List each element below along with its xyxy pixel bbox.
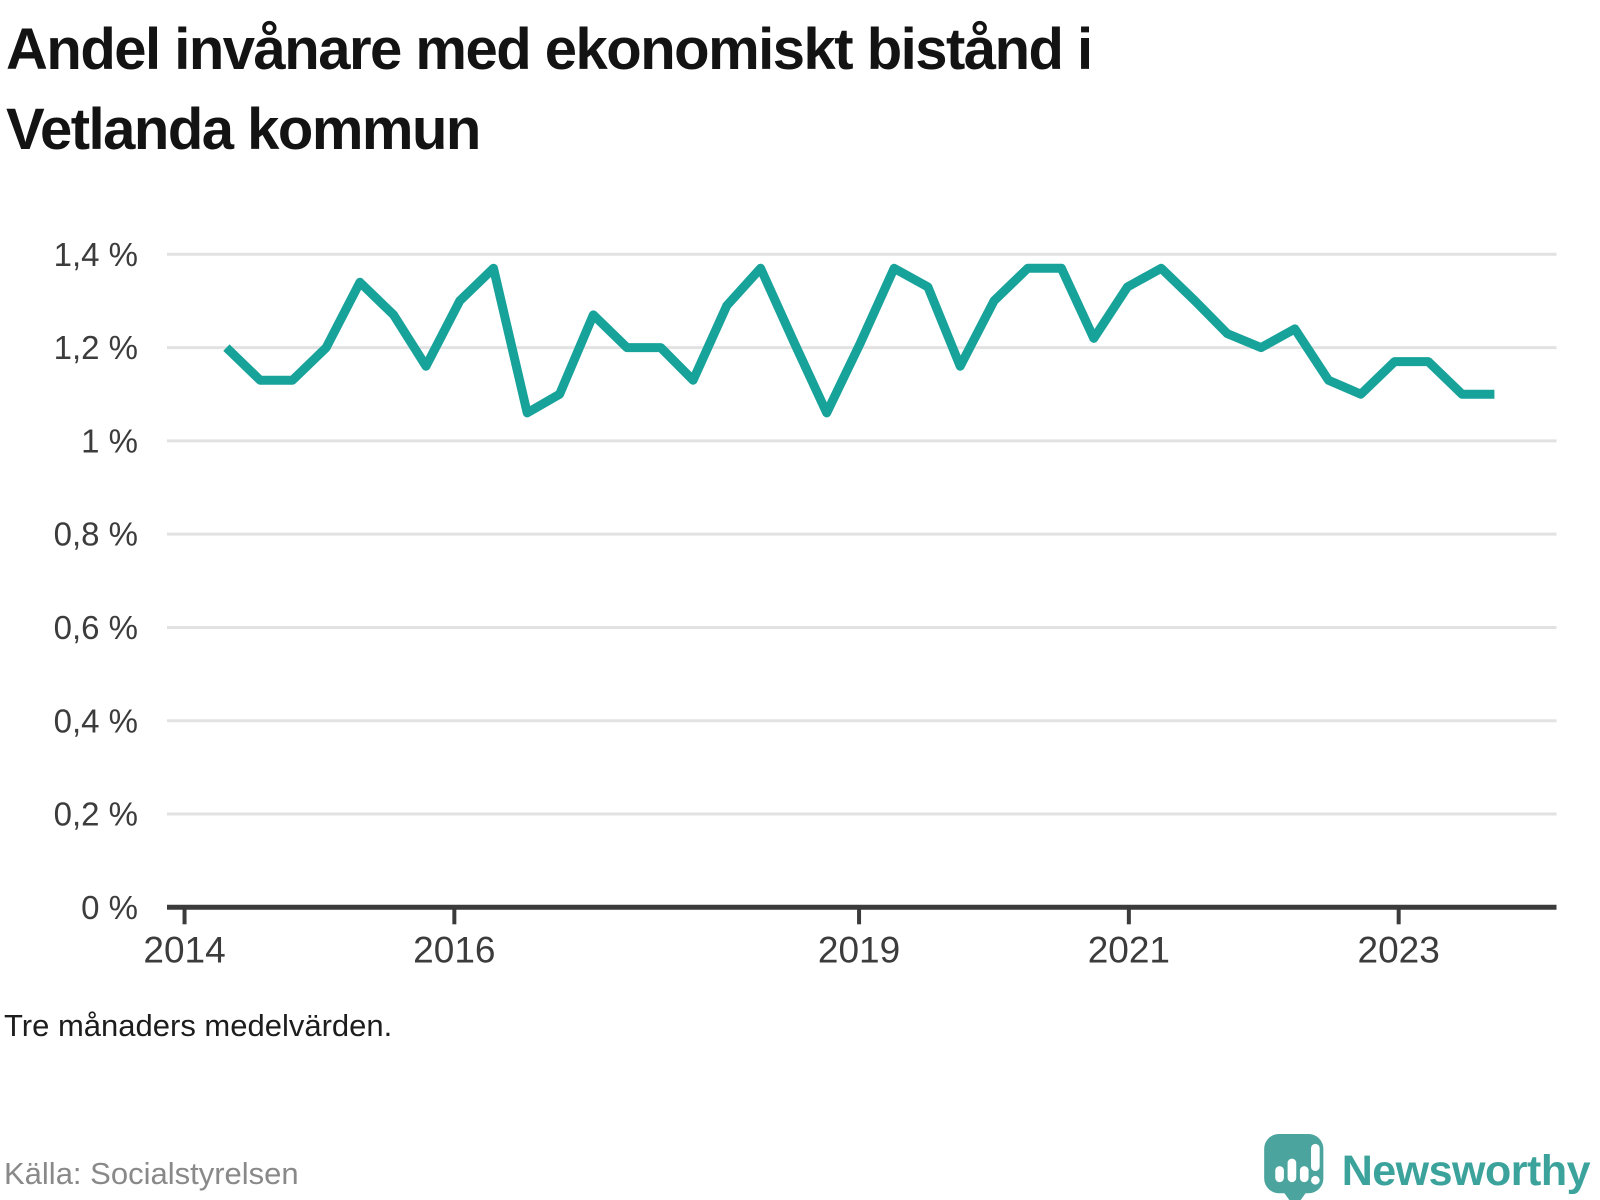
newsworthy-logo-text: Newsworthy: [1341, 1146, 1591, 1195]
page-title: Andel invånare med ekonomiskt bistånd i …: [6, 10, 1093, 170]
page-title-line-1: Andel invånare med ekonomiskt bistånd i: [6, 17, 1093, 82]
data-line: [223, 263, 1495, 418]
y-axis-tick-label: 1,2 %: [54, 329, 138, 366]
y-axis-tick-label: 0,6 %: [54, 609, 138, 646]
x-axis-tick-label: 2016: [413, 929, 495, 970]
x-axis-tick-label: 2019: [818, 929, 900, 970]
y-axis-tick-label: 0,8 %: [54, 516, 138, 553]
newsworthy-logo: Newsworthy: [1263, 1134, 1591, 1200]
y-axis-tick-label: 1 %: [81, 422, 138, 459]
y-axis-tick-label: 1,4 %: [54, 236, 138, 273]
y-axis-tick-label: 0,2 %: [54, 796, 138, 833]
x-axis-tick-label: 2021: [1088, 929, 1170, 970]
newsworthy-logo-icon: [1263, 1134, 1324, 1200]
chart-footnote: Tre månaders medelvärden.: [4, 1008, 393, 1043]
x-axis-tick-label: 2014: [143, 929, 225, 970]
y-axis-tick-label: 0,4 %: [54, 702, 138, 739]
source-label: Källa: Socialstyrelsen: [4, 1156, 299, 1191]
page-title-line-2: Vetlanda kommun: [6, 97, 481, 162]
x-axis-tick-label: 2023: [1358, 929, 1440, 970]
y-axis-tick-label: 0 %: [81, 889, 138, 926]
